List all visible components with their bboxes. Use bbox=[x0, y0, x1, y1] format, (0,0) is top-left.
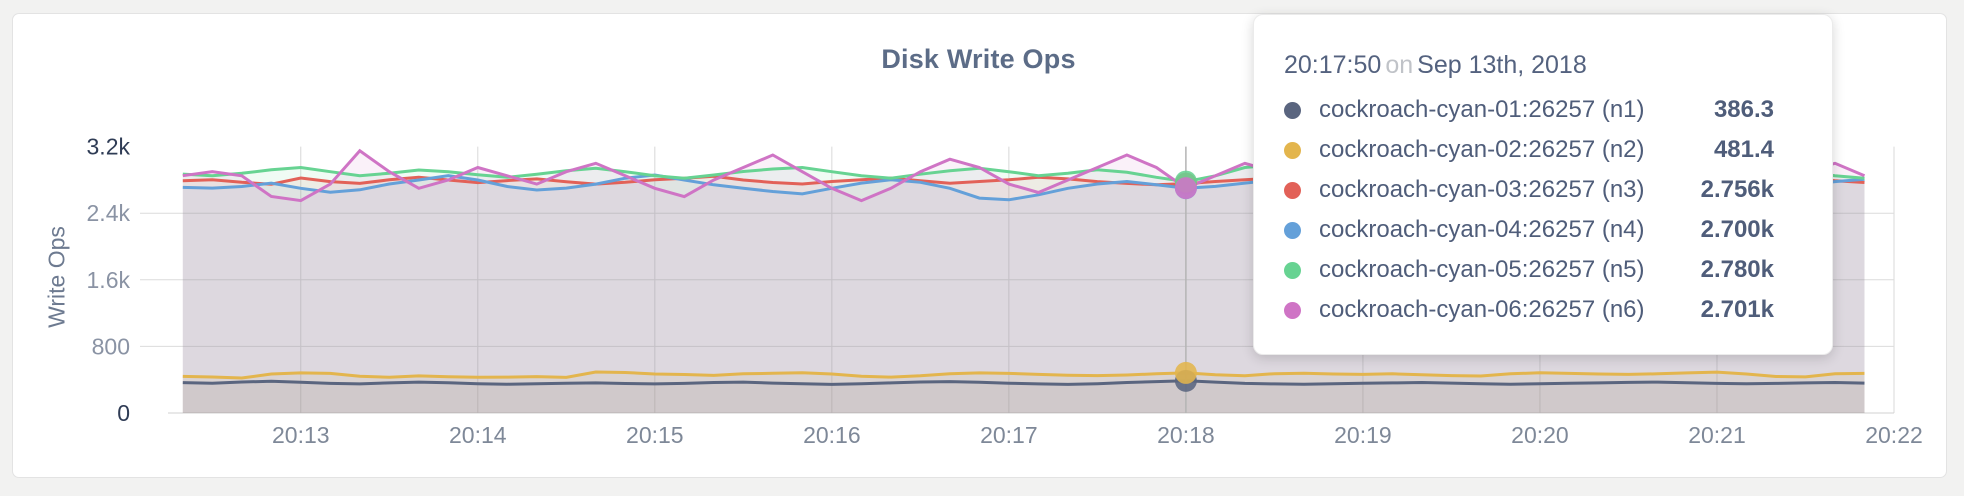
series-value: 2.780k bbox=[1700, 256, 1774, 283]
tooltip-time: 20:17:50 bbox=[1284, 51, 1382, 79]
series-dot-icon bbox=[1284, 261, 1301, 279]
series-name: cockroach-cyan-02:26257 (n2) bbox=[1319, 136, 1645, 163]
series-value: 2.701k bbox=[1700, 296, 1774, 323]
tooltip-connector: on bbox=[1385, 51, 1414, 79]
x-tick-label: 20:13 bbox=[272, 422, 330, 448]
tooltip-series-row: cockroach-cyan-02:26257 (n2) 481.4 bbox=[1284, 130, 1802, 170]
tooltip-series-row: cockroach-cyan-03:26257 (n3) 2.756k bbox=[1284, 170, 1802, 210]
series-name: cockroach-cyan-06:26257 (n6) bbox=[1319, 296, 1645, 323]
series-dot-icon bbox=[1284, 141, 1301, 159]
x-tick-label: 20:19 bbox=[1334, 422, 1392, 448]
tooltip-header: 20:17:50 on Sep 13th, 2018 bbox=[1284, 49, 1802, 82]
y-tick-label: 0 bbox=[117, 400, 130, 426]
y-tick-label: 1.6k bbox=[87, 267, 131, 293]
series-line-n1[interactable] bbox=[182, 379, 1865, 386]
y-tick-label: 3.2k bbox=[87, 134, 131, 160]
tooltip-series-row: cockroach-cyan-06:26257 (n6) 2.701k bbox=[1284, 290, 1802, 330]
x-tick-label: 20:21 bbox=[1688, 422, 1746, 448]
x-tick-label: 20:16 bbox=[803, 422, 861, 448]
series-dot-icon bbox=[1284, 221, 1301, 239]
series-line-n2[interactable] bbox=[182, 370, 1865, 380]
tooltip-series-row: cockroach-cyan-01:26257 (n1) 386.3 bbox=[1284, 90, 1802, 130]
chart-title: Disk Write Ops bbox=[881, 44, 1076, 74]
series-value: 386.3 bbox=[1713, 96, 1774, 123]
x-tick-label: 20:22 bbox=[1865, 422, 1923, 448]
y-tick-label: 800 bbox=[92, 333, 130, 359]
x-tick-label: 20:15 bbox=[626, 422, 684, 448]
series-name: cockroach-cyan-04:26257 (n4) bbox=[1319, 216, 1645, 243]
x-tick-label: 20:14 bbox=[449, 422, 507, 448]
series-dot-icon bbox=[1284, 181, 1301, 199]
series-value: 2.700k bbox=[1700, 216, 1774, 243]
x-tick-label: 20:20 bbox=[1511, 422, 1569, 448]
series-name: cockroach-cyan-05:26257 (n5) bbox=[1319, 256, 1645, 283]
x-tick-label: 20:17 bbox=[980, 422, 1038, 448]
tooltip-rows: cockroach-cyan-01:26257 (n1) 386.3 cockroa… bbox=[1284, 90, 1802, 330]
series-dot-icon bbox=[1284, 101, 1301, 119]
hover-dot-n6 bbox=[1174, 177, 1197, 200]
hover-dot-n2 bbox=[1174, 361, 1197, 384]
series-dot-icon bbox=[1284, 301, 1301, 319]
series-value: 481.4 bbox=[1713, 136, 1774, 163]
tooltip-series-row: cockroach-cyan-05:26257 (n5) 2.780k bbox=[1284, 250, 1802, 290]
series-name: cockroach-cyan-01:26257 (n1) bbox=[1319, 96, 1645, 123]
tooltip-date: Sep 13th, 2018 bbox=[1417, 51, 1587, 79]
series-area-n1 bbox=[182, 380, 1865, 413]
series-value: 2.756k bbox=[1700, 176, 1774, 203]
tooltip: 20:17:50 on Sep 13th, 2018 cockroach-cyan-… bbox=[1253, 14, 1833, 355]
tooltip-series-row: cockroach-cyan-04:26257 (n4) 2.700k bbox=[1284, 210, 1802, 250]
series-name: cockroach-cyan-03:26257 (n3) bbox=[1319, 176, 1645, 203]
y-tick-label: 2.4k bbox=[87, 200, 131, 226]
x-tick-label: 20:18 bbox=[1157, 422, 1215, 448]
